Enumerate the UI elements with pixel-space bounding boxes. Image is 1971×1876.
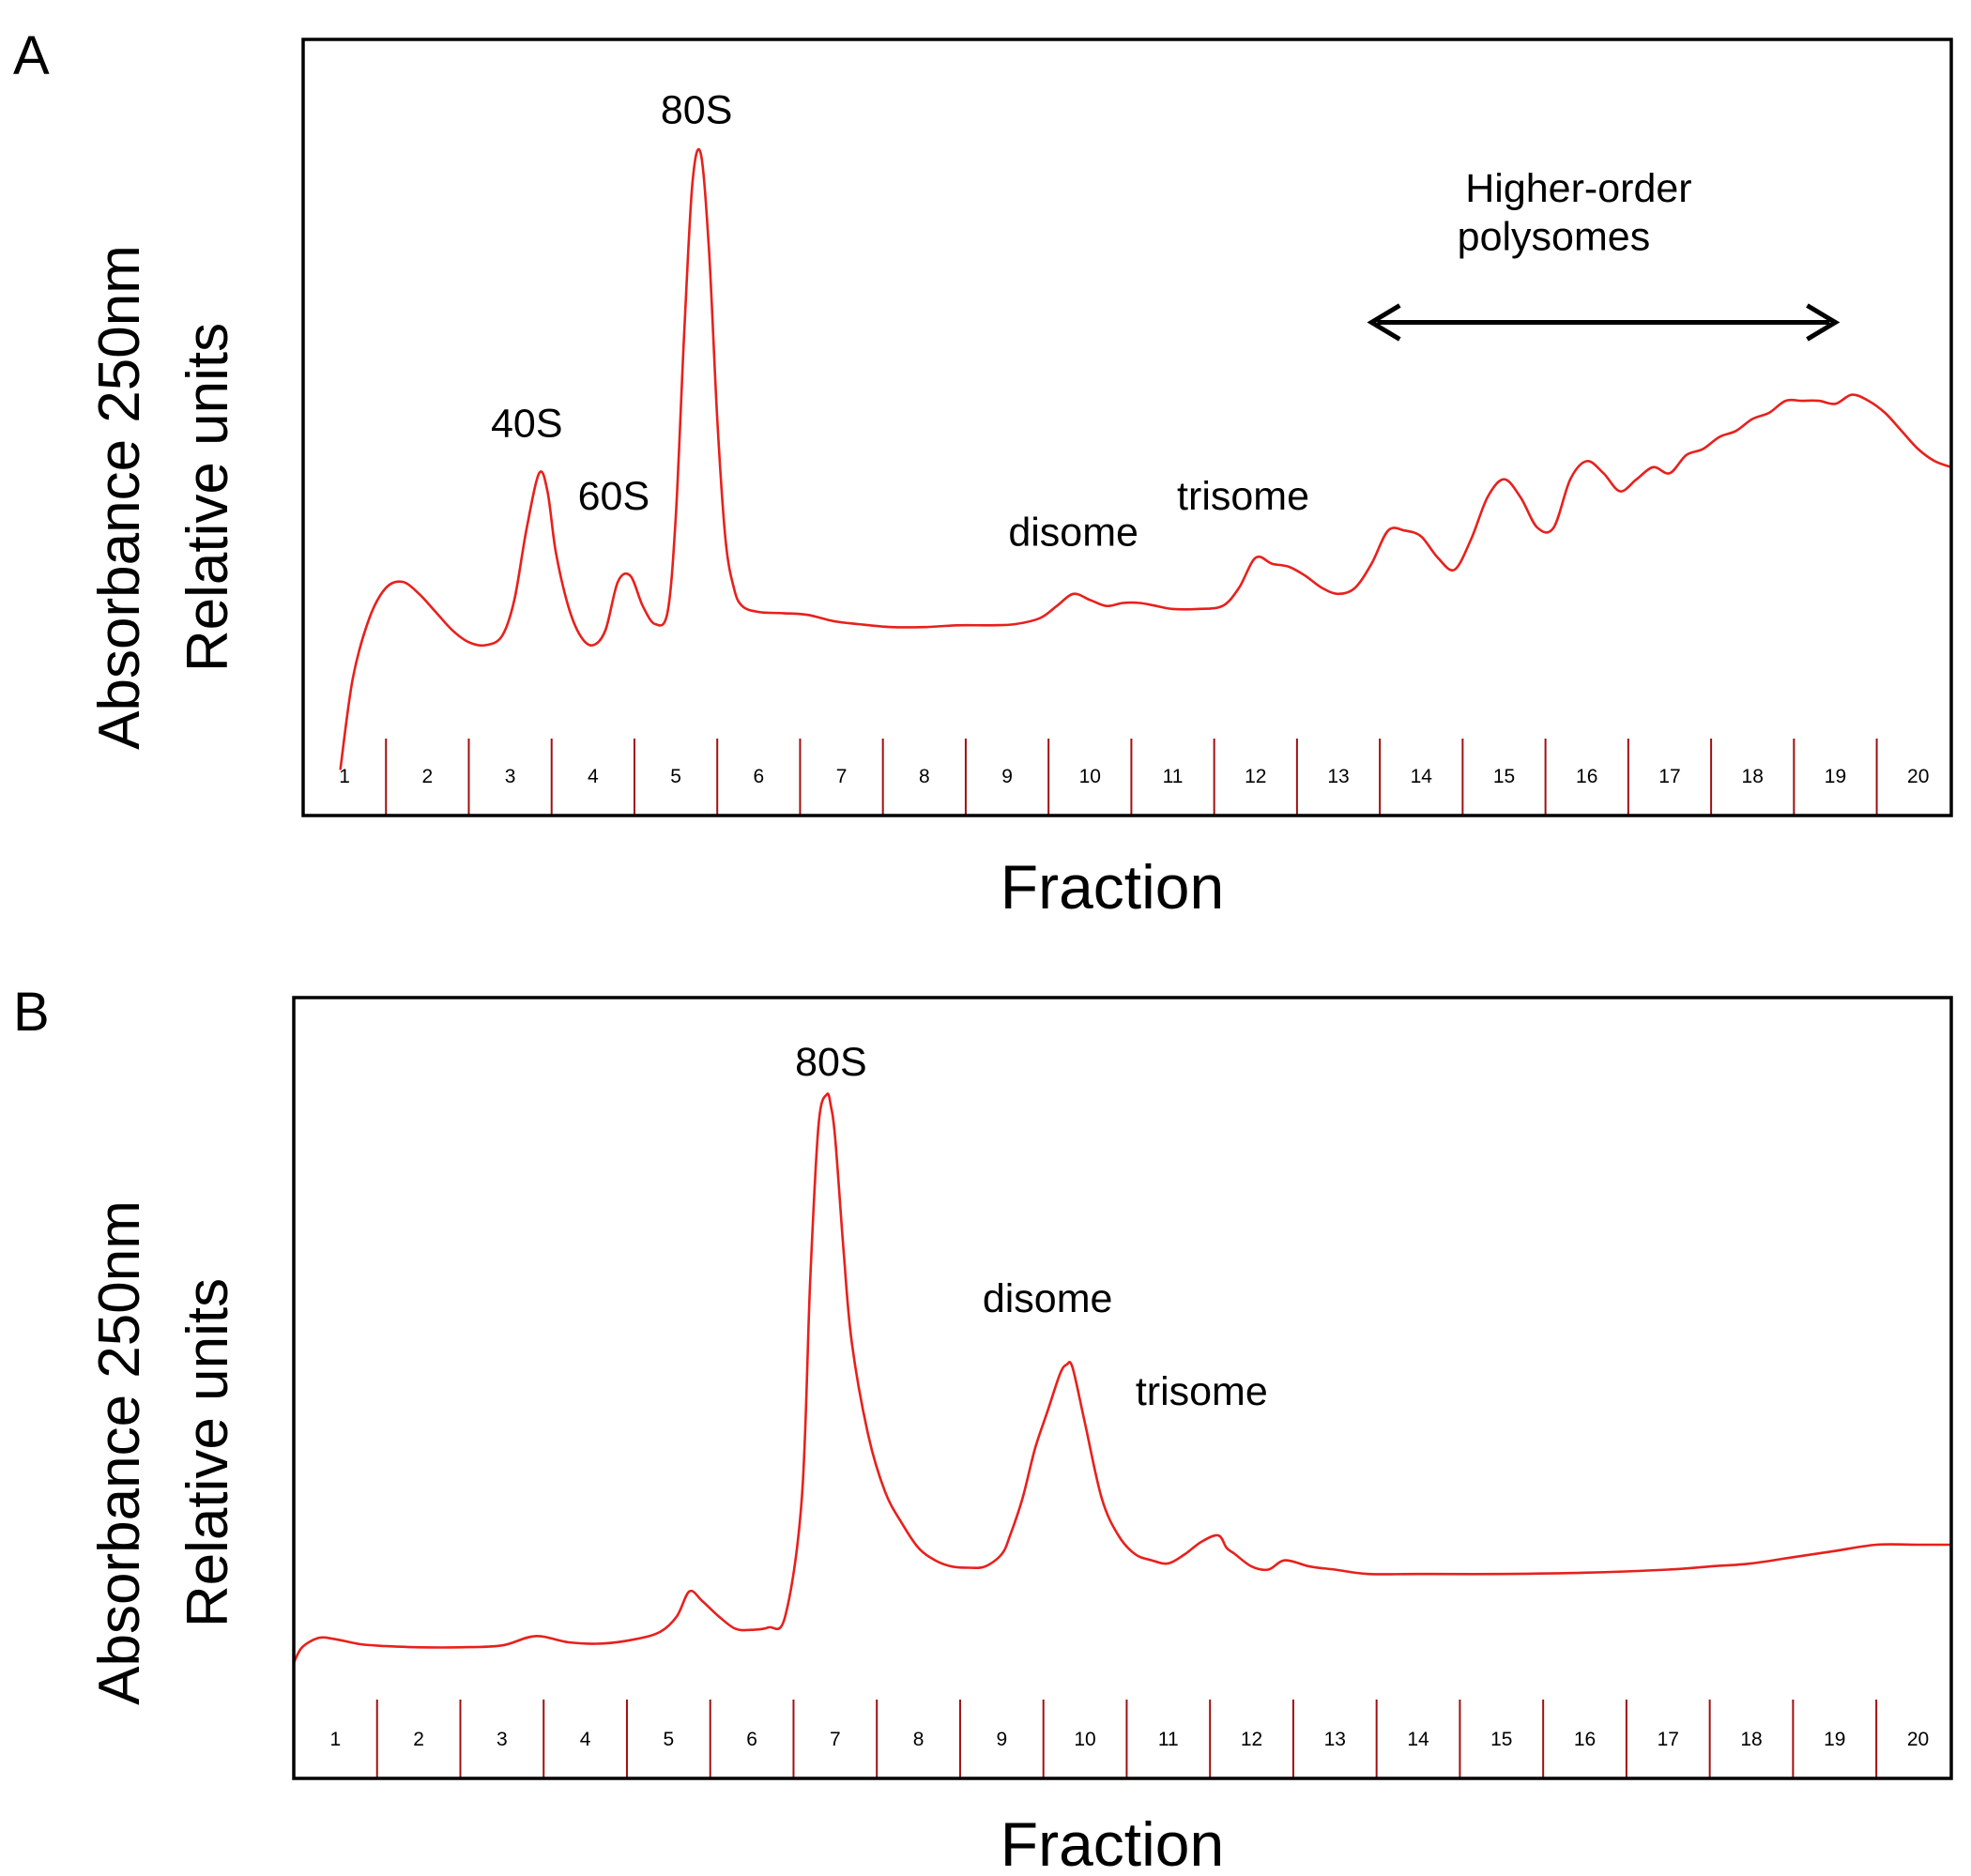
peak-annotation: 80S — [795, 1040, 867, 1085]
peak-annotation: 40S — [491, 402, 563, 447]
panel-b-annotations: 80S disome trisome — [795, 1040, 1268, 1414]
fraction-tick-label: 13 — [1324, 1729, 1346, 1750]
panel-a-ylabel-line2: Relative units — [176, 323, 240, 672]
peak-annotation: trisome — [1136, 1369, 1268, 1414]
panel-b-xlabel: Fraction — [1001, 1809, 1224, 1876]
fraction-tick-label: 14 — [1411, 766, 1433, 787]
panel-a-trace-group — [339, 147, 1951, 770]
fraction-tick-label: 15 — [1493, 766, 1515, 787]
fraction-tick-label: 4 — [588, 766, 599, 787]
fraction-tick-label: 20 — [1907, 766, 1929, 787]
peak-annotation: disome — [1008, 510, 1138, 555]
fraction-tick-label: 4 — [580, 1729, 591, 1750]
panel-b-letter: B — [13, 982, 50, 1043]
fraction-tick-label: 9 — [1001, 766, 1013, 787]
arrow-head-right — [1806, 303, 1841, 342]
fraction-tick-label: 17 — [1658, 1729, 1679, 1750]
fraction-tick-label: 16 — [1576, 766, 1597, 787]
panel-a: A Absorbance 250nm Relative units Fracti… — [13, 25, 1953, 922]
peak-annotation: polysomes — [1458, 214, 1651, 259]
fraction-tick-label: 19 — [1824, 1729, 1845, 1750]
arrow-head-left — [1367, 303, 1401, 342]
panel-b-fraction-ticks: 1 2 3 4 5 6 7 8 9 10 11 12 13 14 15 16 17 18 19 20 — [330, 1700, 1929, 1778]
panel-b: B Absorbance 250nm Relative units Fracti… — [13, 982, 1953, 1876]
panel-a-annotations: 80S 40S 60S disome trisome Higher-orderpolyso… — [491, 87, 1692, 555]
fraction-tick-label: 19 — [1825, 766, 1846, 787]
fraction-tick-label: 3 — [497, 1729, 508, 1750]
panel-a-ylabel-line1: Absorbance 250nm — [87, 245, 152, 750]
fraction-tick-label: 10 — [1079, 766, 1101, 787]
fraction-tick-label: 7 — [836, 766, 848, 787]
absorbance-trace — [339, 147, 1951, 770]
panel-a-letter: A — [13, 25, 50, 86]
fraction-tick-label: 11 — [1163, 766, 1184, 787]
panel-a-frame — [301, 38, 1953, 817]
panel-b-ylabel-line1: Absorbance 250nm — [87, 1200, 152, 1705]
fraction-tick-label: 6 — [746, 1729, 757, 1750]
fraction-tick-label: 14 — [1407, 1729, 1429, 1750]
fraction-tick-label: 7 — [830, 1729, 841, 1750]
fraction-tick-label: 10 — [1074, 1729, 1095, 1750]
fraction-tick-label: 15 — [1490, 1729, 1512, 1750]
fraction-tick-label: 11 — [1158, 1729, 1179, 1750]
fraction-tick-label: 12 — [1245, 766, 1266, 787]
fraction-tick-label: 18 — [1742, 766, 1764, 787]
fraction-tick-label: 1 — [330, 1729, 342, 1750]
peak-annotation: 80S — [661, 87, 733, 132]
peak-annotation: disome — [983, 1276, 1113, 1321]
fraction-tick-label: 2 — [413, 1729, 424, 1750]
fraction-tick-label: 2 — [422, 766, 434, 787]
fraction-tick-label: 18 — [1740, 1729, 1762, 1750]
fraction-tick-label: 5 — [670, 766, 681, 787]
panel-a-xlabel: Fraction — [1001, 852, 1224, 922]
panel-a-polysome-arrow — [1367, 303, 1841, 342]
absorbance-trace — [294, 1092, 1951, 1665]
peak-annotation: trisome — [1177, 474, 1309, 519]
peak-annotation: 60S — [578, 474, 650, 519]
panel-b-frame — [292, 996, 1953, 1780]
fraction-tick-label: 20 — [1907, 1729, 1929, 1750]
fraction-tick-label: 16 — [1574, 1729, 1596, 1750]
fraction-tick-label: 9 — [996, 1729, 1007, 1750]
panel-b-trace-group — [294, 1092, 1951, 1665]
fraction-tick-label: 1 — [339, 766, 350, 787]
fraction-tick-label: 5 — [664, 1729, 675, 1750]
fraction-tick-label: 12 — [1241, 1729, 1262, 1750]
fraction-tick-label: 13 — [1327, 766, 1349, 787]
fraction-tick-label: 8 — [913, 1729, 924, 1750]
fraction-tick-label: 17 — [1658, 766, 1680, 787]
fraction-tick-label: 3 — [505, 766, 516, 787]
peak-annotation: Higher-order — [1465, 166, 1691, 211]
fraction-tick-label: 8 — [919, 766, 930, 787]
panel-b-ylabel-line2: Relative units — [176, 1278, 240, 1627]
fraction-tick-label: 6 — [753, 766, 764, 787]
panel-a-fraction-ticks: 1 2 3 4 5 6 7 8 9 10 11 12 13 14 15 16 17 18 19 20 — [339, 739, 1929, 816]
